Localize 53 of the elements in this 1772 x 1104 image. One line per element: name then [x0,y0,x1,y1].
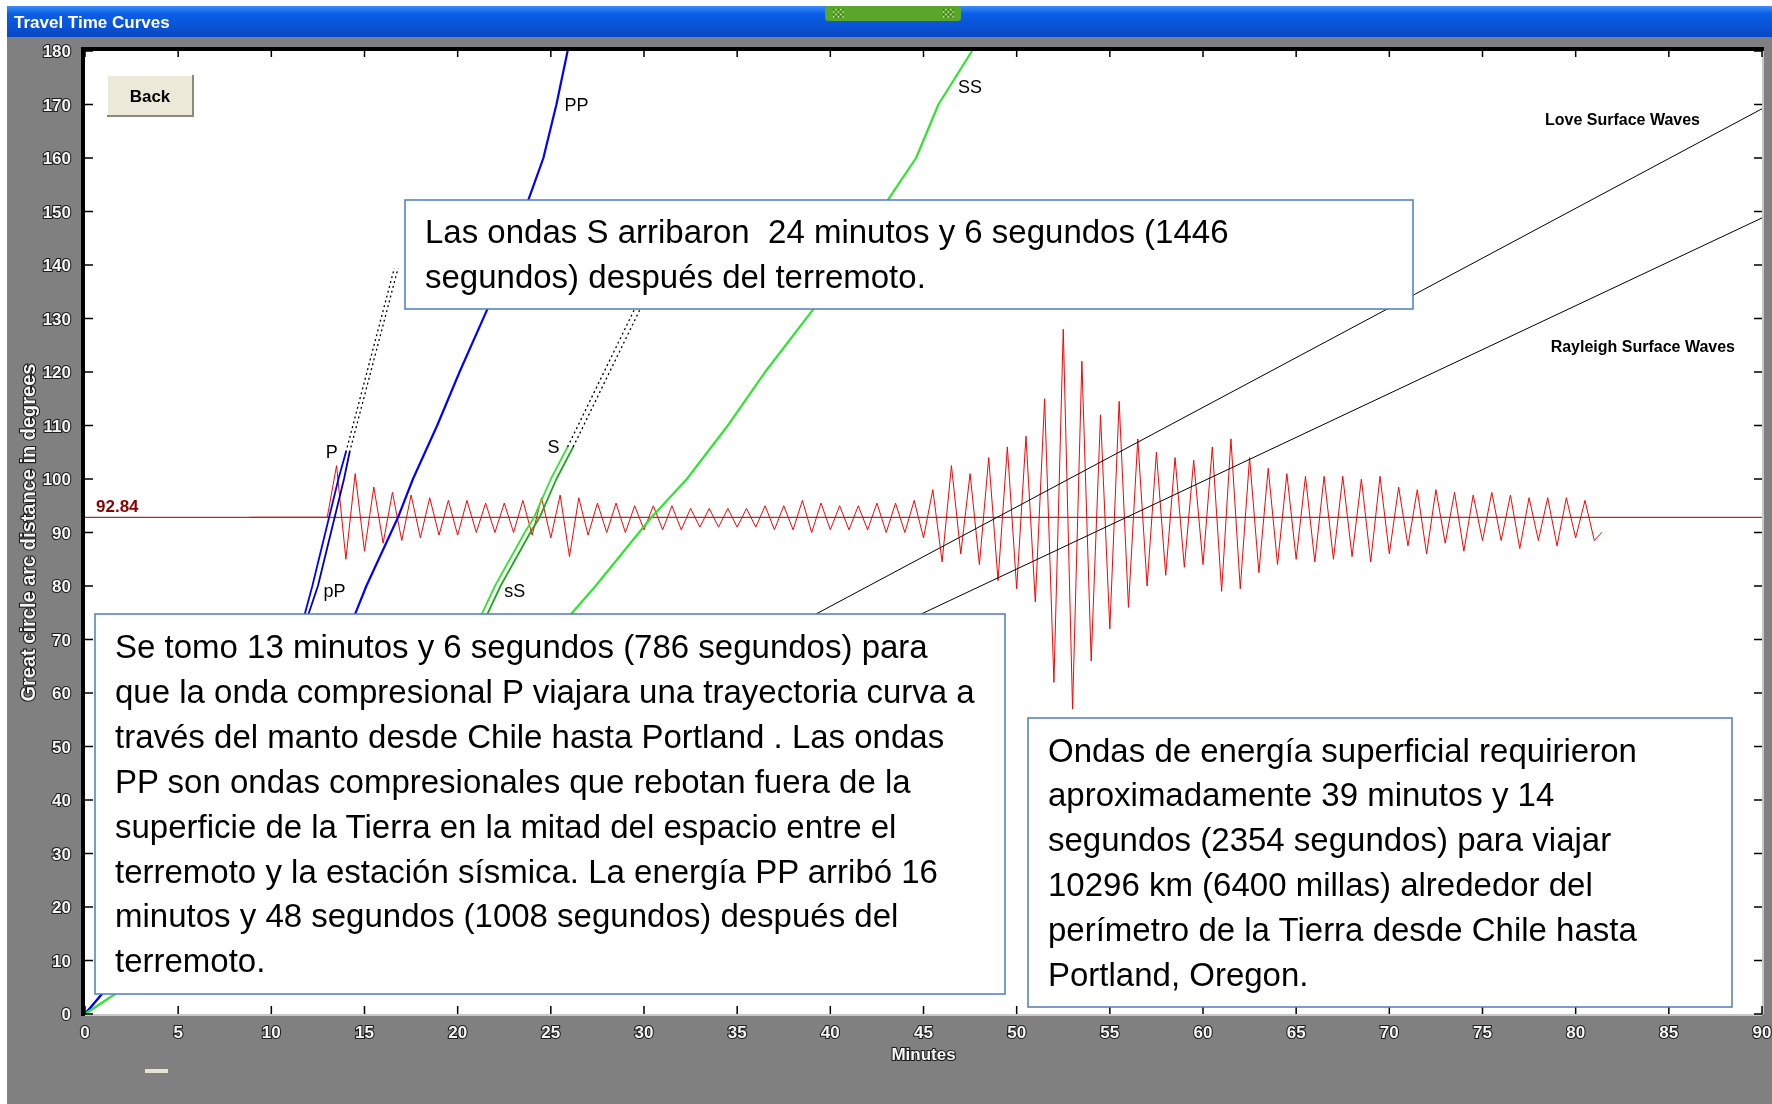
y-tick-label: 140 [42,256,71,275]
series-label: S [547,436,560,457]
series-label: P [325,442,338,463]
x-tick-label: 65 [1286,1023,1306,1042]
x-axis-title: Minutes [891,1045,956,1064]
y-tick-label: 100 [42,470,71,489]
ref-line-label: 92.84 [96,497,140,517]
x-tick-label: 25 [541,1023,561,1042]
series-label: SS [957,77,982,97]
x-tick-label: 80 [1566,1023,1586,1042]
x-tick-label: 5 [173,1023,183,1042]
y-tick-label: 50 [52,737,71,757]
annotation: Ondas de energía superficial requirieron aproximadamente 39 minutos y 14 segundos (2354 segundos) para viajar 10296 km (6400 millas) alrededor del perímetro de la Tierra desde Chile hasta Portland, Oregon. [1048,731,1638,993]
annotation: Back [129,86,171,106]
x-tick-label: 60 [1193,1023,1213,1042]
x-tick-label: 90 [1752,1023,1772,1042]
y-tick-label: 150 [42,202,71,222]
y-axis-title: Great circle arc distance in degrees [17,363,39,702]
y-tick-label: 80 [52,577,71,596]
chart-title: Travel Time Curves [14,13,170,32]
y-tick-label: 20 [52,898,71,917]
y-tick-label: 180 [42,42,71,61]
series-label: sS [504,580,526,601]
x-tick-label: 0 [80,1023,90,1042]
series-label: pP [323,581,346,602]
y-tick-label: 60 [52,684,71,703]
x-tick-label: 10 [261,1023,281,1042]
y-tick-label: 0 [61,1005,71,1024]
x-tick-label: 30 [634,1023,654,1042]
y-tick-label: 70 [52,630,71,650]
x-tick-label: 55 [1100,1023,1120,1042]
x-tick-label: 15 [355,1023,374,1042]
x-tick-label: 45 [914,1023,933,1042]
x-tick-label: 40 [820,1023,840,1042]
x-tick-label: 50 [1007,1023,1027,1042]
x-tick-label: 75 [1473,1023,1492,1042]
x-tick-label: 35 [727,1023,747,1042]
x-tick-label: 70 [1379,1023,1399,1042]
y-tick-label: 30 [52,844,71,864]
series-label: PP [564,95,589,115]
x-tick-label: 85 [1659,1023,1679,1042]
annotation: Las ondas S arribaron 24 minutos y 6 segundos (1446 segundos) después del terremoto. [425,213,1229,296]
y-tick-label: 160 [42,149,71,168]
series-label: Love Surface Waves [1544,110,1701,128]
y-tick-label: 120 [42,363,71,382]
x-tick-label: 20 [448,1023,468,1042]
series-label: Rayleigh Surface Waves [1550,337,1736,355]
y-tick-label: 10 [52,951,71,971]
y-tick-label: 40 [52,791,71,810]
y-tick-label: 110 [43,416,71,436]
y-tick-label: 90 [52,523,71,543]
y-tick-label: 170 [42,95,71,115]
y-tick-label: 130 [42,309,71,329]
